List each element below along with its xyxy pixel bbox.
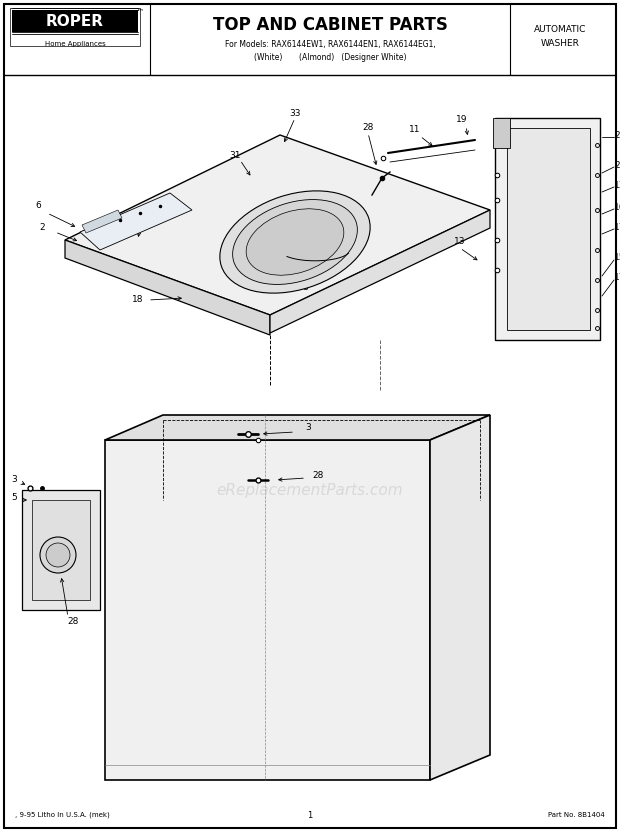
- Polygon shape: [32, 500, 90, 600]
- Text: (White)       (Almond)   (Designer White): (White) (Almond) (Designer White): [254, 52, 406, 62]
- Polygon shape: [493, 118, 510, 148]
- Polygon shape: [507, 128, 590, 330]
- Text: eReplacementParts.com: eReplacementParts.com: [216, 483, 404, 498]
- Polygon shape: [105, 440, 430, 780]
- Ellipse shape: [232, 200, 357, 285]
- Polygon shape: [270, 210, 490, 333]
- Text: 17: 17: [614, 274, 620, 283]
- Text: 19: 19: [456, 116, 467, 125]
- Text: 3: 3: [305, 423, 311, 433]
- Text: 3: 3: [11, 476, 17, 484]
- Text: , 9-95 Litho In U.S.A. (mek): , 9-95 Litho In U.S.A. (mek): [15, 812, 110, 818]
- Text: Part No. 8B1404: Part No. 8B1404: [548, 812, 605, 818]
- Ellipse shape: [220, 191, 370, 293]
- Text: 28: 28: [68, 617, 79, 626]
- Text: 18: 18: [132, 295, 144, 305]
- Text: 1: 1: [132, 215, 138, 225]
- Text: 5: 5: [11, 493, 17, 503]
- Text: 17: 17: [614, 222, 620, 231]
- Text: 2: 2: [39, 224, 45, 232]
- Text: 13: 13: [614, 181, 620, 190]
- Text: 11: 11: [409, 126, 421, 135]
- Text: TOP AND CABINET PARTS: TOP AND CABINET PARTS: [213, 16, 448, 34]
- Polygon shape: [80, 193, 192, 250]
- Text: AUTOMATIC: AUTOMATIC: [534, 26, 586, 34]
- Polygon shape: [65, 135, 490, 315]
- Polygon shape: [82, 210, 122, 233]
- Polygon shape: [495, 118, 600, 340]
- Text: 28: 28: [312, 472, 324, 481]
- Text: ™: ™: [136, 8, 143, 14]
- Polygon shape: [22, 490, 100, 610]
- Text: 1: 1: [308, 810, 312, 820]
- Text: 8: 8: [302, 283, 308, 291]
- Text: 22: 22: [614, 131, 620, 140]
- Circle shape: [46, 543, 70, 567]
- Ellipse shape: [246, 209, 344, 275]
- Text: Home Appliances: Home Appliances: [45, 41, 105, 47]
- Bar: [10, 8, 140, 46]
- Polygon shape: [430, 415, 490, 780]
- Circle shape: [40, 537, 76, 573]
- Polygon shape: [65, 240, 270, 335]
- Text: ROPER: ROPER: [46, 14, 104, 29]
- Text: 31: 31: [229, 151, 241, 160]
- Bar: [12, 10, 138, 32]
- Text: 16: 16: [614, 202, 620, 211]
- Text: 28: 28: [362, 122, 374, 131]
- Text: 13: 13: [454, 237, 466, 246]
- Text: 6: 6: [35, 201, 41, 210]
- Text: 15: 15: [614, 254, 620, 263]
- Polygon shape: [105, 415, 490, 440]
- Text: 20: 20: [614, 161, 620, 170]
- Text: For Models: RAX6144EW1, RAX6144EN1, RAX6144EG1,: For Models: RAX6144EW1, RAX6144EN1, RAX6…: [224, 39, 435, 48]
- Text: 33: 33: [290, 108, 301, 117]
- Text: WASHER: WASHER: [541, 39, 580, 48]
